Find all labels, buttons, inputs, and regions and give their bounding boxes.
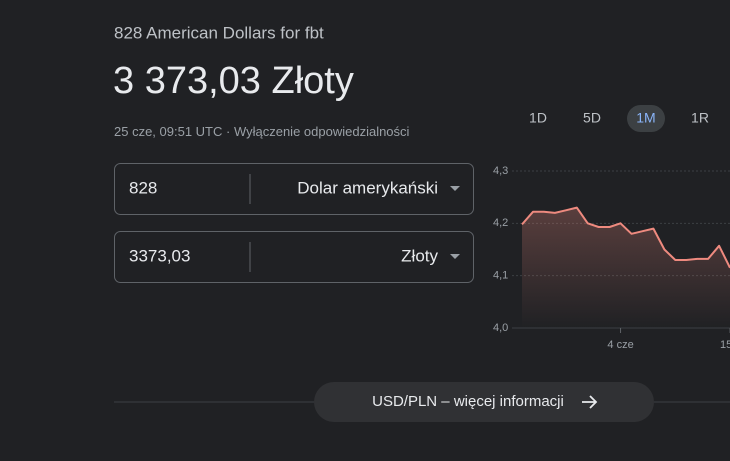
y-tick-label: 4,1 <box>493 270 508 282</box>
range-tabs: 1D 5D 1M 1R <box>529 105 709 132</box>
disclaimer[interactable]: Wyłączenie odpowiedzialności <box>234 124 410 139</box>
timestamp: 25 cze, 09:51 UTC · Wyłączenie odpowiedz… <box>114 124 410 139</box>
dropdown-arrow[interactable] <box>450 254 460 259</box>
arrow-icon <box>582 395 598 409</box>
to-currency[interactable]: Złoty <box>401 246 438 265</box>
y-tick-label: 4,0 <box>493 322 508 334</box>
y-tick-label: 4,2 <box>493 217 508 229</box>
more-info-button[interactable] <box>314 382 654 422</box>
from-currency[interactable]: Dolar amerykański <box>297 178 438 197</box>
timestamp-text: 25 cze, 09:51 UTC <box>114 124 222 139</box>
range-tab[interactable]: 1M <box>636 110 655 126</box>
dropdown-arrow[interactable] <box>450 186 460 191</box>
y-tick-label: 4,3 <box>493 165 508 177</box>
subtitle: 828 American Dollars for fbt <box>114 23 324 42</box>
area <box>522 207 730 328</box>
separator: · <box>222 124 234 139</box>
range-tab[interactable]: 5D <box>583 110 601 126</box>
from-amount[interactable]: 828 <box>129 178 157 197</box>
tab-highlight <box>627 105 665 132</box>
result: 3 373,03 Złoty <box>113 60 354 102</box>
more-info-text[interactable]: USD/PLN – więcej informacji <box>372 393 564 410</box>
range-tab[interactable]: 1D <box>529 110 547 126</box>
to-amount[interactable]: 3373,03 <box>129 246 190 265</box>
chart: 4,0 4,1 4,2 4,3 4 cze 15 <box>493 165 730 351</box>
from-box[interactable] <box>114 163 474 215</box>
range-tab[interactable]: 1R <box>691 110 709 126</box>
x-tick-label: 4 cze <box>607 339 633 351</box>
to-box[interactable] <box>114 231 474 283</box>
line <box>521 206 730 269</box>
x-tick-label: 15 <box>720 339 730 351</box>
